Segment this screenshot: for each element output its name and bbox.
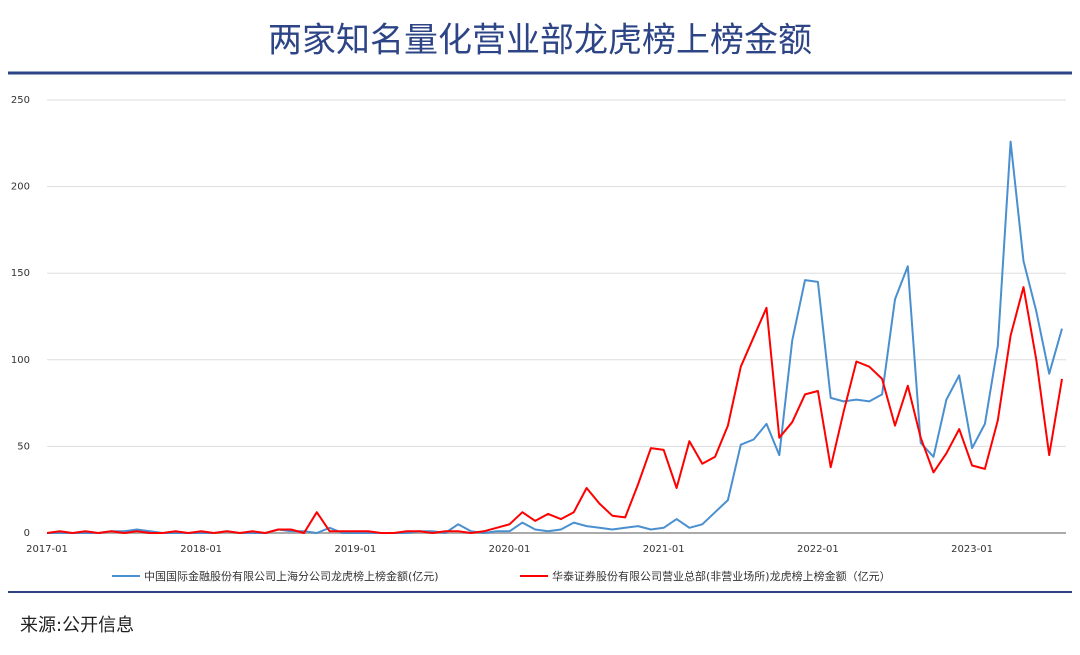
x-tick-label: 2017-01: [26, 544, 68, 555]
y-tick-label: 50: [17, 441, 30, 452]
y-tick-label: 200: [11, 182, 30, 193]
x-tick-label: 2022-01: [797, 544, 839, 555]
chart-title: 两家知名量化营业部龙虎榜上榜金额: [268, 21, 812, 61]
y-tick-label: 250: [11, 95, 30, 106]
x-tick-label: 2020-01: [489, 544, 531, 555]
series-line: [47, 140, 1063, 534]
legend-label: 中国国际金融股份有限公司上海分公司龙虎榜上榜金额(亿元): [144, 569, 439, 583]
legend-label: 华泰证券股份有限公司营业总部(非营业场所)龙虎榜上榜金额（亿元）: [552, 569, 891, 583]
y-tick-label: 0: [24, 528, 30, 539]
x-tick-label: 2018-01: [180, 544, 222, 555]
y-tick-label: 100: [11, 355, 30, 366]
x-tick-label: 2023-01: [951, 544, 993, 555]
x-tick-label: 2021-01: [643, 544, 685, 555]
x-tick-label: 2019-01: [334, 544, 376, 555]
source-note: 来源:公开信息: [20, 615, 134, 636]
series-line: [46, 286, 1063, 534]
y-tick-label: 150: [11, 268, 30, 279]
